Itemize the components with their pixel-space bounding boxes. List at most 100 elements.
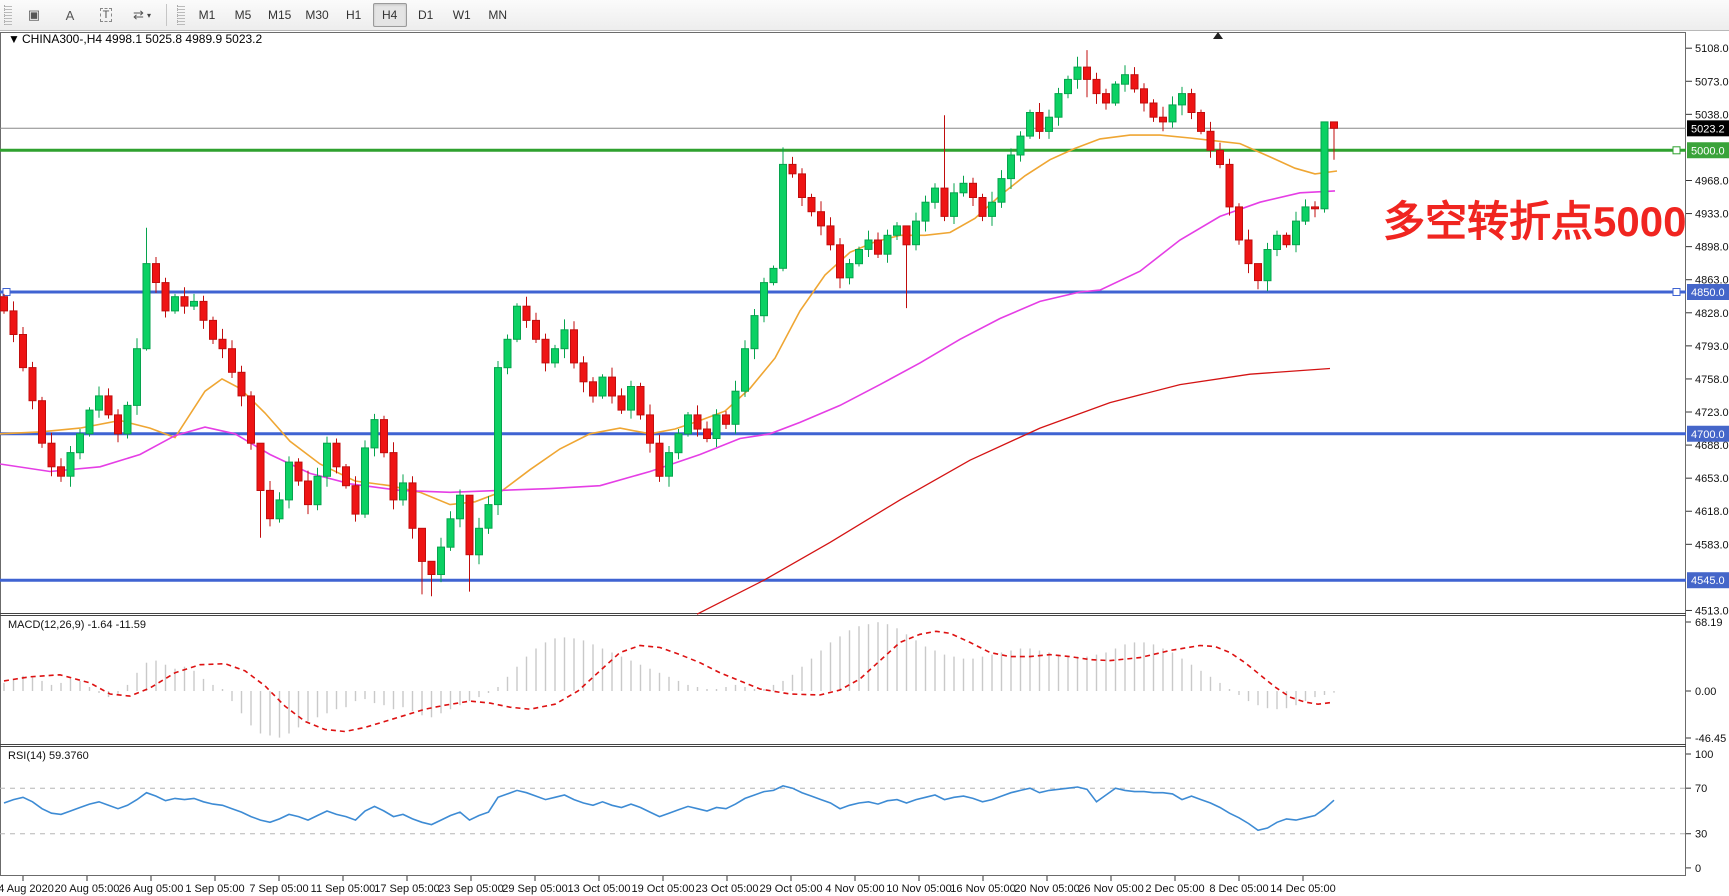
timeframe-button-mn[interactable]: MN (488, 8, 508, 22)
chart-frame (0, 32, 1686, 876)
candle-body (1235, 206, 1243, 241)
line-drag-handle[interactable] (1672, 146, 1681, 155)
candle-body (1073, 66, 1082, 80)
candle-body (114, 414, 122, 435)
candle-body (1292, 220, 1300, 246)
macd-tick-label: 0.00 (1695, 686, 1716, 698)
candle-body (1187, 93, 1196, 113)
date-tick-label: 11 Sep 05:00 (311, 883, 376, 895)
candle-body (266, 489, 274, 520)
candle-body (522, 305, 531, 321)
timeframe-button-h4[interactable]: H4 (372, 3, 407, 27)
timeframe-button-d1[interactable]: D1 (418, 8, 434, 22)
candle-body (636, 386, 645, 416)
candle-body (152, 263, 160, 284)
candle-body (589, 381, 597, 397)
date-tick-label: 7 Sep 05:00 (249, 883, 308, 895)
price-tick-label: 4653.0 (1695, 473, 1729, 485)
macd-tick-label: -46.45 (1695, 733, 1726, 745)
dropdown-caret-icon[interactable]: ▾ (146, 10, 151, 20)
candle-body (674, 433, 683, 454)
candle-body (1244, 239, 1253, 265)
toolbar-drag-handle[interactable] (177, 5, 185, 25)
macd-tick-label: 68.19 (1695, 617, 1723, 629)
price-tick-label: 4618.0 (1695, 506, 1729, 518)
candle-body (1330, 121, 1338, 129)
candle-body (494, 367, 502, 506)
date-tick-label: 26 Aug 05:00 (119, 883, 184, 895)
candle-body (342, 466, 350, 487)
timeframe-button-m5[interactable]: M5 (234, 8, 252, 22)
candle-body (256, 442, 265, 492)
candle-body (598, 376, 607, 397)
price-axis[interactable]: 5108.0 5073.0 5038.0 4968.0 4933.0 4898.0 4863… (1686, 43, 1729, 875)
candle-body (351, 485, 360, 515)
candle-body (779, 163, 787, 269)
candle-body (9, 310, 18, 335)
candle-body (1026, 112, 1034, 137)
candle-body (1007, 154, 1015, 180)
price-tick-label: 4793.0 (1695, 341, 1729, 353)
candle-body (950, 192, 958, 217)
candle-body (361, 447, 369, 515)
timeframe-button-h1[interactable]: H1 (346, 8, 362, 22)
price-tick-label: 4723.0 (1695, 407, 1729, 419)
line-drag-handle[interactable] (2, 288, 11, 296)
candle-body (912, 220, 920, 246)
timeframe-button-m30[interactable]: M30 (305, 8, 329, 22)
timeframe-button-w1[interactable]: W1 (452, 8, 471, 22)
candle-body (1045, 116, 1053, 132)
candle-body (959, 182, 968, 194)
candle-body (769, 267, 778, 284)
candle-body (1140, 88, 1148, 104)
candle-body (446, 518, 455, 548)
candle-body (902, 225, 911, 246)
candle-body (1159, 116, 1167, 123)
candle-body (133, 348, 141, 406)
candle-body (1064, 78, 1072, 95)
candle-body (741, 348, 749, 392)
price-badge-5023.2 (1687, 120, 1729, 137)
candle-body (997, 178, 1006, 203)
candle-body (1130, 74, 1139, 90)
candle-body (1111, 83, 1120, 104)
timeframe-button-group: M1 M5 M15 M30 H1 H4 D1 W1 MN (189, 3, 516, 27)
price-badge-label: 4545.0 (1691, 575, 1725, 587)
candle-body (190, 300, 198, 307)
toolbar-drag-handle[interactable] (4, 5, 12, 25)
candle-body (0, 296, 8, 312)
candle-body (665, 452, 673, 477)
timeframe-button-m1[interactable]: M1 (198, 8, 216, 22)
candle-body (171, 296, 179, 312)
date-tick-label: 29 Sep 05:00 (502, 883, 567, 895)
chart-title-caret[interactable]: ▼ (8, 32, 20, 46)
price-badge-4850.0 (1687, 284, 1729, 300)
timeframe-button-m15[interactable]: M15 (268, 8, 292, 22)
date-tick-label: 23 Sep 05:00 (438, 883, 503, 895)
candle-body (332, 442, 341, 468)
candle-body (247, 395, 255, 444)
candle-body (1282, 234, 1291, 246)
price-tick-label: 4583.0 (1695, 539, 1729, 551)
price-badge-4545.0 (1687, 572, 1729, 589)
font-icon[interactable]: A (65, 7, 75, 23)
chart-autoscroll-arrow-icon[interactable] (1213, 32, 1223, 39)
candle-body (817, 211, 825, 227)
text-label-icon[interactable]: T (89, 3, 123, 27)
chart-annotation-text[interactable]: 多空转折点5000 (1383, 198, 1686, 245)
candle-body (646, 414, 654, 444)
candle-body (209, 319, 217, 340)
candle-body (123, 404, 132, 435)
cursor-frame-icon[interactable]: ▣ (27, 7, 41, 22)
date-tick-label: 23 Oct 05:00 (696, 883, 759, 895)
candle-body (313, 475, 322, 506)
line-drag-handle[interactable] (1672, 288, 1681, 296)
cycle-arrows-icon[interactable]: ⇄ ▾ (133, 7, 151, 22)
candle-body (1254, 263, 1262, 282)
candle-body (703, 428, 711, 439)
candle-body (57, 466, 65, 477)
candle-body (617, 395, 626, 411)
horizontal-levels-layer[interactable] (0, 127, 1686, 582)
